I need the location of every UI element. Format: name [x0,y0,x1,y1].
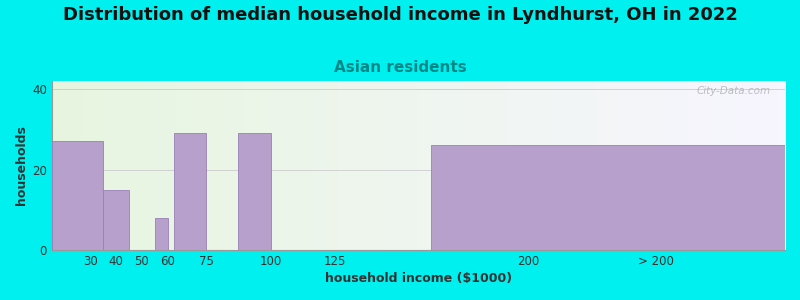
Bar [103,190,129,250]
Text: Distribution of median household income in Lyndhurst, OH in 2022: Distribution of median household income … [62,6,738,24]
Bar [154,218,168,250]
Bar [238,133,270,250]
Bar [52,141,103,250]
Text: City-Data.com: City-Data.com [696,86,770,96]
Y-axis label: households: households [15,125,28,206]
Bar [174,133,206,250]
Text: Asian residents: Asian residents [334,60,466,75]
Bar [431,146,785,250]
X-axis label: household income ($1000): household income ($1000) [325,272,512,285]
